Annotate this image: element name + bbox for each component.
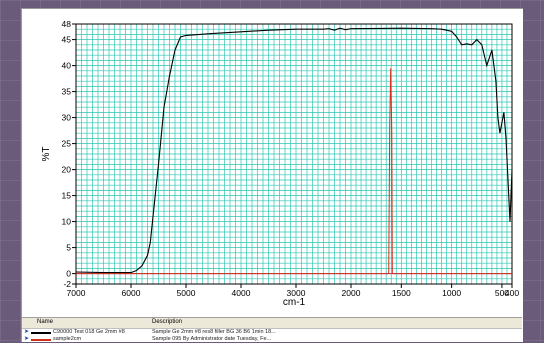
series-line-sample2cm	[76, 68, 512, 275]
x-tick-label: 1000	[442, 288, 461, 298]
column-header-name[interactable]: Name	[37, 319, 54, 325]
list-item[interactable]: ➤ C90000 Test 018 Ge 2mm #8 Sample Ge 2m…	[22, 329, 522, 336]
x-tick-label: 1500	[392, 288, 411, 298]
x-axis-label: cm-1	[283, 297, 306, 308]
selection-arrow-icon: ➤	[24, 336, 30, 342]
spectrum-name: C90000 Test 018 Ge 2mm #8	[53, 329, 125, 335]
x-tick-label: 2000	[342, 288, 361, 298]
x-tick-label: 500	[495, 288, 509, 298]
list-item[interactable]: ➤ sample2cm Sample 095 By Administrator …	[22, 336, 522, 343]
y-tick-label: 15	[62, 191, 72, 201]
y-tick-label: 25	[62, 139, 72, 149]
y-tick-label: 40	[62, 61, 72, 71]
x-tick-label: 5000	[177, 288, 196, 298]
y-tick-label: -2	[63, 279, 71, 289]
series-line-c90000	[75, 27, 513, 274]
series-color-swatch	[31, 339, 51, 341]
list-header: Name Description	[22, 318, 522, 329]
column-header-description[interactable]: Description	[152, 319, 183, 325]
selection-arrow-icon: ➤	[24, 329, 30, 335]
series-color-swatch	[31, 332, 51, 334]
y-tick-label: 30	[62, 113, 72, 123]
spectrum-description: Sample Ge 2mm #8 res8 filler BG 36 B6 1m…	[152, 329, 276, 335]
spectra-list-panel: Name Description ➤ C90000 Test 018 Ge 2m…	[22, 317, 522, 342]
x-tick-label: 400	[505, 288, 519, 298]
y-tick-label: 10	[62, 217, 72, 227]
x-tick-label: 7000	[67, 288, 86, 298]
y-axis-label: %T	[41, 147, 52, 162]
plot-frame	[75, 23, 513, 285]
x-tick-label: 4000	[232, 288, 251, 298]
x-tick-label: 3000	[287, 288, 306, 298]
y-tick-label: 35	[62, 87, 72, 97]
y-tick-label: 0	[66, 269, 71, 279]
y-tick-label: 48	[62, 19, 72, 29]
y-tick-label: 5	[66, 243, 71, 253]
y-tick-label: 45	[62, 35, 72, 45]
y-tick-label: 20	[62, 165, 72, 175]
spectrum-name: sample2cm	[53, 336, 82, 342]
spectrum-description: Sample 095 By Administrator date Tuesday…	[152, 336, 272, 342]
x-tick-label: 6000	[122, 288, 141, 298]
